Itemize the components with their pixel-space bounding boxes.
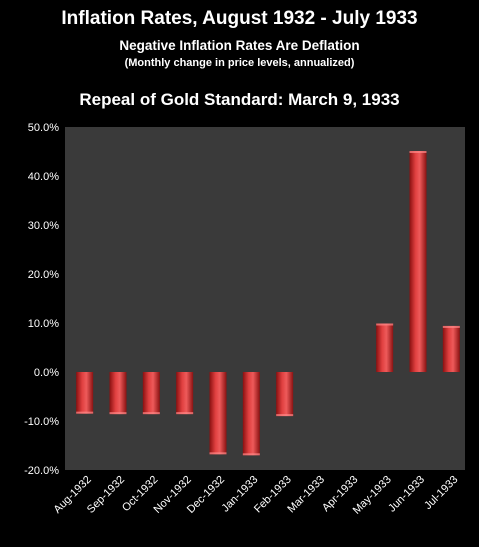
bar [442,325,460,372]
chart-subtitle: Negative Inflation Rates Are Deflation [119,38,360,53]
bar-cap [242,453,260,456]
bar-cap [176,412,194,415]
bar-cap [276,414,294,417]
bar [142,372,160,415]
y-tick-label: 10.0% [28,318,59,330]
bar [409,151,427,372]
bar-cap [76,411,94,414]
bar [176,372,194,415]
bar [209,372,227,455]
plot-area [65,127,465,470]
bar-cap [209,452,227,455]
y-tick-label: 50.0% [28,122,59,134]
y-tick-label: -20.0% [24,465,59,477]
bar [376,323,394,372]
bar [76,372,94,414]
y-tick-label: 20.0% [28,269,59,281]
y-tick-label: 40.0% [28,171,59,183]
bar-cap [142,412,160,415]
x-tick-label: Mar-1933 [285,474,327,516]
bar-cap [376,323,394,326]
bar [242,372,260,456]
bar [109,372,127,415]
x-tick-label: Jun-1933 [386,474,427,515]
bar [276,372,294,417]
chart-annotation: Repeal of Gold Standard: March 9, 1933 [79,90,400,109]
y-tick-label: -10.0% [24,416,59,428]
y-tick-label: 30.0% [28,220,59,232]
x-tick-label: Jul-1933 [422,474,460,512]
y-tick-label: 0.0% [34,367,59,379]
bar-cap [409,151,427,154]
chart-note: (Monthly change in price levels, annuali… [124,57,355,69]
chart-title: Inflation Rates, August 1932 - July 1933 [61,8,418,29]
bar-cap [109,412,127,415]
bar-cap [442,325,460,328]
